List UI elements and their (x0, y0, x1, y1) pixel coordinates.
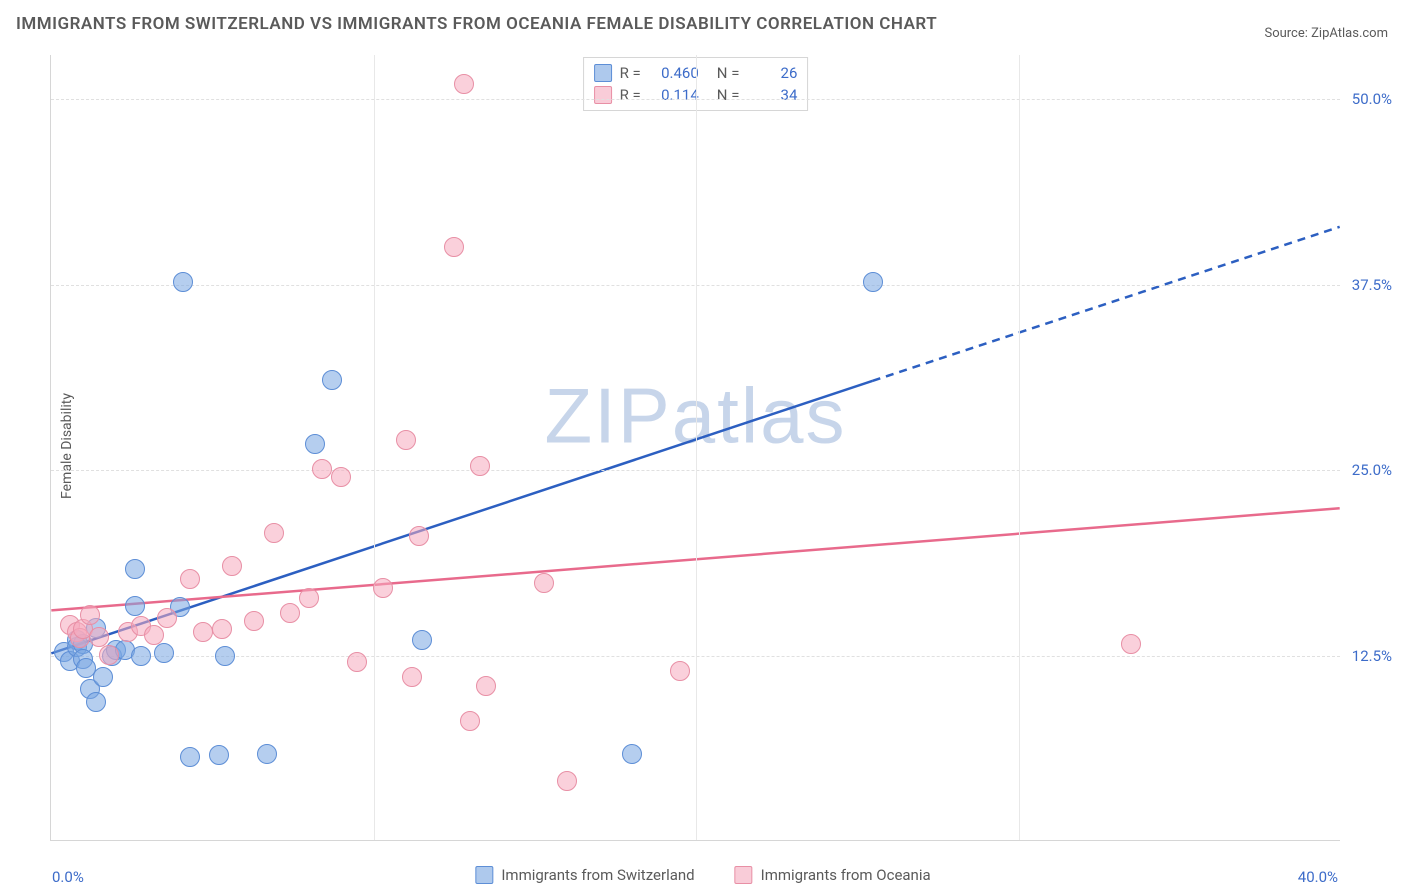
data-point-switzerland (622, 744, 642, 764)
data-point-oceania (244, 611, 264, 631)
n-label: N = (717, 64, 740, 82)
data-point-oceania (402, 667, 422, 687)
legend-item-oceania: Immigrants from Oceania (735, 866, 931, 884)
data-point-switzerland (173, 272, 193, 292)
chart-title: IMMIGRANTS FROM SWITZERLAND VS IMMIGRANT… (16, 14, 937, 34)
legend-item-switzerland: Immigrants from Switzerland (475, 866, 694, 884)
r-label: R = (620, 86, 641, 104)
data-point-switzerland (125, 559, 145, 579)
n-value-oceania: 34 (747, 86, 797, 104)
data-point-oceania (180, 569, 200, 589)
data-point-switzerland (322, 370, 342, 390)
y-tick-label: 50.0% (1352, 90, 1392, 108)
data-point-oceania (476, 676, 496, 696)
x-tick-40: 40.0% (1298, 868, 1338, 886)
data-point-oceania (454, 74, 474, 94)
grid-line-v (1019, 55, 1020, 840)
swatch-blue (594, 64, 612, 82)
swatch-pink (594, 86, 612, 104)
r-value-switzerland: 0.460 (649, 64, 699, 82)
y-tick-label: 37.5% (1352, 276, 1392, 294)
data-point-switzerland (131, 646, 151, 666)
data-point-oceania (212, 619, 232, 639)
data-point-oceania (157, 608, 177, 628)
data-point-oceania (373, 578, 393, 598)
chart-plot-area: ZIPatlas R = 0.460 N = 26 R = 0.114 N = … (50, 55, 1340, 841)
data-point-switzerland (215, 646, 235, 666)
grid-line-v (374, 55, 375, 840)
x-tick-0: 0.0% (52, 868, 84, 886)
data-point-oceania (280, 603, 300, 623)
data-point-oceania (331, 467, 351, 487)
swatch-pink (735, 866, 753, 884)
source-attribution: Source: ZipAtlas.com (1264, 26, 1388, 41)
n-value-switzerland: 26 (747, 64, 797, 82)
data-point-switzerland (412, 630, 432, 650)
data-point-switzerland (209, 745, 229, 765)
data-point-oceania (299, 588, 319, 608)
data-point-oceania (670, 661, 690, 681)
data-point-switzerland (154, 643, 174, 663)
data-point-oceania (396, 430, 416, 450)
data-point-switzerland (257, 744, 277, 764)
legend-label-oceania: Immigrants from Oceania (761, 866, 931, 884)
n-label: N = (717, 86, 740, 104)
data-point-switzerland (863, 272, 883, 292)
data-point-switzerland (180, 747, 200, 767)
y-tick-label: 25.0% (1352, 461, 1392, 479)
grid-line-v (696, 55, 697, 840)
data-point-oceania (312, 459, 332, 479)
data-point-oceania (444, 237, 464, 257)
data-point-oceania (470, 456, 490, 476)
legend-label-switzerland: Immigrants from Switzerland (501, 866, 694, 884)
data-point-oceania (534, 573, 554, 593)
data-point-oceania (264, 523, 284, 543)
data-point-switzerland (86, 692, 106, 712)
data-point-oceania (409, 526, 429, 546)
data-point-oceania (460, 711, 480, 731)
source-text: ZipAtlas.com (1311, 26, 1388, 41)
data-point-oceania (193, 622, 213, 642)
source-prefix: Source: (1264, 26, 1311, 41)
data-point-oceania (144, 625, 164, 645)
r-value-oceania: 0.114 (649, 86, 699, 104)
y-tick-label: 12.5% (1352, 647, 1392, 665)
data-point-switzerland (305, 434, 325, 454)
data-point-oceania (347, 652, 367, 672)
swatch-blue (475, 866, 493, 884)
data-point-oceania (99, 645, 119, 665)
data-point-switzerland (93, 667, 113, 687)
data-point-oceania (557, 771, 577, 791)
data-point-oceania (80, 605, 100, 625)
r-label: R = (620, 64, 641, 82)
data-point-switzerland (125, 596, 145, 616)
series-legend: Immigrants from Switzerland Immigrants f… (475, 866, 930, 884)
data-point-oceania (222, 556, 242, 576)
data-point-oceania (1121, 634, 1141, 654)
trend-line-switzerland (873, 227, 1340, 381)
